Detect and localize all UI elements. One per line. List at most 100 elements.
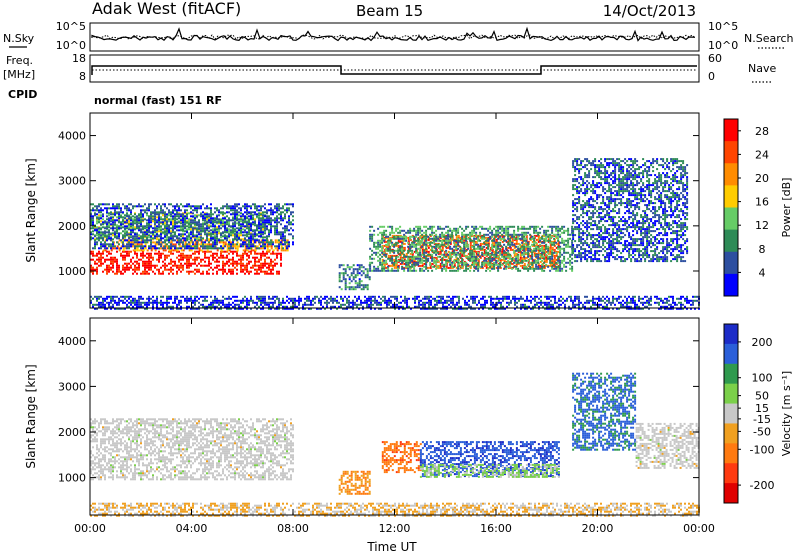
power-cell (473, 263, 476, 266)
power-cell (124, 214, 126, 217)
power-cell (439, 252, 442, 255)
power-cell (471, 233, 474, 236)
power-cell (204, 243, 207, 246)
power-cell (156, 235, 158, 238)
power-cell (411, 260, 414, 263)
power-cell (244, 225, 246, 228)
power-cell (435, 239, 438, 242)
power-cell (539, 244, 542, 247)
power-cell (120, 272, 122, 275)
power-cell (455, 256, 458, 259)
power-cell (475, 255, 478, 258)
power-cell (338, 264, 341, 267)
power-cell (517, 249, 520, 252)
power-cell (108, 229, 110, 232)
power-cell (431, 241, 434, 244)
power-cell (178, 264, 180, 267)
power-cell (411, 241, 414, 244)
power-cell (184, 205, 186, 208)
power-cell (419, 244, 422, 247)
power-cell (132, 241, 135, 244)
power-cell (383, 248, 386, 251)
power-cell (172, 217, 174, 220)
power-cell (144, 272, 146, 275)
power-cell (381, 237, 384, 240)
power-cell (136, 249, 139, 252)
power-cell (461, 237, 464, 240)
power-cell (272, 225, 274, 228)
power-cell (473, 269, 476, 272)
power-cell (445, 269, 448, 272)
power-cell (218, 268, 220, 271)
power-cell (250, 247, 252, 250)
power-cell (415, 255, 418, 258)
power-cell (521, 251, 524, 254)
power-cell (358, 266, 361, 269)
power-cell (124, 239, 126, 242)
power-cell (421, 253, 424, 256)
power-cell (160, 216, 162, 219)
power-cell (218, 211, 220, 214)
power-cell (144, 227, 146, 230)
power-cell (431, 227, 434, 230)
power-cell (242, 215, 244, 218)
power-cell (156, 229, 158, 232)
power-cell (188, 247, 190, 250)
power-cell (132, 272, 134, 275)
power-cell (535, 241, 538, 244)
power-cell (186, 243, 188, 246)
power-cell (457, 265, 460, 268)
power-cell (240, 260, 242, 263)
power-cell (122, 249, 125, 252)
power-cell (266, 237, 268, 240)
power-cell (204, 231, 206, 234)
power-cell (543, 251, 546, 254)
power-cell (469, 257, 472, 260)
power-cell (469, 240, 472, 243)
power-cell (362, 288, 365, 291)
power-cell (256, 256, 258, 259)
power-cell (212, 213, 214, 216)
power-cell (445, 246, 448, 249)
power-cell (487, 245, 490, 248)
power-cell (140, 254, 142, 257)
power-cell (393, 254, 396, 257)
power-cell (395, 244, 398, 247)
power-cell (216, 270, 218, 273)
power-cell (529, 265, 532, 268)
power-cell (254, 247, 257, 250)
power-cell (395, 249, 398, 252)
power-cell (254, 235, 256, 238)
power-cell (437, 255, 440, 258)
power-cell (230, 207, 232, 210)
power-cell (90, 268, 92, 271)
power-cell (264, 262, 266, 265)
power-cell (204, 227, 206, 230)
power-cell (246, 235, 248, 238)
power-cell (132, 223, 134, 226)
power-cell (258, 223, 260, 226)
power-cell (226, 215, 228, 218)
power-cell (537, 231, 540, 234)
power-cell (232, 207, 234, 210)
power-cell (531, 253, 534, 256)
power-cell (270, 243, 272, 246)
power-cell (208, 272, 210, 275)
power-cell (112, 241, 114, 244)
power-cell (443, 240, 446, 243)
power-cell (501, 258, 504, 261)
power-cell (377, 267, 380, 270)
power-cell (527, 227, 530, 230)
power-cell (286, 211, 288, 214)
power-cell (465, 263, 468, 266)
power-cell (268, 219, 270, 222)
power-cell (553, 258, 556, 261)
power-cell (172, 245, 174, 248)
power-cell (180, 235, 182, 238)
power-cell (132, 249, 135, 252)
power-cell (142, 225, 144, 228)
power-cell (226, 249, 229, 252)
power-cell (164, 245, 166, 248)
power-cell (176, 218, 178, 221)
power-cell (156, 227, 158, 230)
